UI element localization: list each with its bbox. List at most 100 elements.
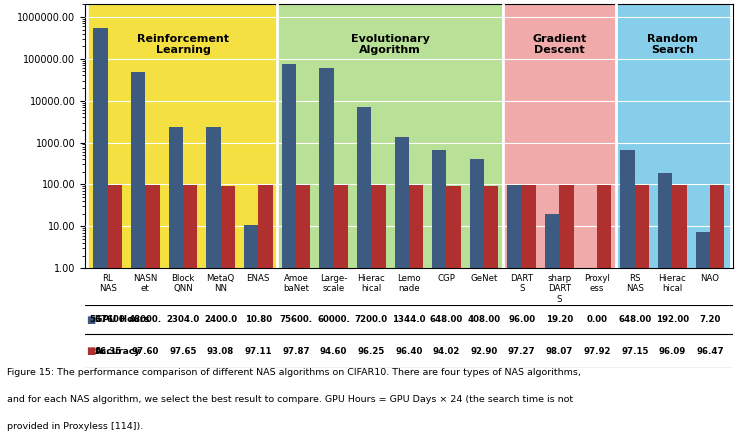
Bar	[673, 185, 687, 436]
Bar	[710, 185, 724, 436]
Bar	[470, 159, 484, 436]
Bar	[432, 150, 446, 436]
Text: provided in Proxyless [114]).: provided in Proxyless [114]).	[7, 422, 144, 432]
Bar	[89, 4, 277, 268]
Text: Reinforcement
Learning: Reinforcement Learning	[137, 34, 229, 55]
Text: Gradient
Descent: Gradient Descent	[532, 34, 587, 55]
Bar	[244, 225, 258, 436]
Bar	[597, 185, 611, 436]
Text: Proxyl
ess: Proxyl ess	[584, 274, 610, 293]
Text: 96.47: 96.47	[696, 347, 724, 356]
Bar	[446, 186, 461, 436]
Text: 96.09: 96.09	[659, 347, 686, 356]
Text: 1344.0: 1344.0	[392, 315, 426, 324]
Text: DART
S: DART S	[511, 274, 534, 293]
Text: 94.02: 94.02	[433, 347, 460, 356]
Text: 2304.0: 2304.0	[166, 315, 200, 324]
Text: 97.92: 97.92	[583, 347, 610, 356]
Text: RL
NAS: RL NAS	[98, 274, 117, 293]
Text: RS
NAS: RS NAS	[626, 274, 644, 293]
Text: Lemo
nade: Lemo nade	[397, 274, 420, 293]
Text: NASN
et: NASN et	[133, 274, 158, 293]
Bar	[221, 186, 235, 436]
Text: 97.27: 97.27	[508, 347, 536, 356]
Bar	[319, 68, 334, 436]
Text: Amoe
baNet: Amoe baNet	[283, 274, 309, 293]
Text: 97.87: 97.87	[282, 347, 310, 356]
Text: 92.90: 92.90	[471, 347, 498, 356]
Bar	[559, 185, 574, 436]
Text: 7200.0: 7200.0	[354, 315, 388, 324]
Text: Figure 15: The performance comparison of different NAS algorithms on CIFAR10. Th: Figure 15: The performance comparison of…	[7, 368, 582, 378]
Text: NAO: NAO	[701, 274, 719, 283]
Text: 96.40: 96.40	[395, 347, 423, 356]
Text: 98.07: 98.07	[545, 347, 573, 356]
Text: GeNet: GeNet	[471, 274, 498, 283]
Text: ■: ■	[86, 315, 95, 325]
Text: Block
QNN: Block QNN	[171, 274, 195, 293]
Bar	[296, 185, 310, 436]
Bar	[616, 4, 729, 268]
Bar	[277, 4, 503, 268]
Text: Hierac
hical: Hierac hical	[659, 274, 686, 293]
Text: 93.08: 93.08	[207, 347, 235, 356]
Text: 75600.: 75600.	[280, 315, 312, 324]
Text: Evolutionary
Algorithm: Evolutionary Algorithm	[351, 34, 429, 55]
Bar	[658, 173, 673, 436]
Text: 94.60: 94.60	[320, 347, 347, 356]
Bar	[620, 150, 635, 436]
Text: GPU Hours: GPU Hours	[95, 315, 150, 324]
Bar	[503, 4, 616, 268]
Text: 537600: 537600	[90, 315, 126, 324]
Bar	[357, 107, 371, 436]
Text: 97.15: 97.15	[621, 347, 648, 356]
Bar	[145, 185, 160, 436]
Bar	[394, 137, 408, 436]
Text: sharp
DART
S: sharp DART S	[548, 274, 571, 304]
Text: 97.11: 97.11	[244, 347, 272, 356]
Text: ■: ■	[86, 346, 95, 356]
Text: 2400.0: 2400.0	[204, 315, 238, 324]
Bar	[169, 127, 183, 436]
Text: 60000.: 60000.	[317, 315, 350, 324]
Text: 96.25: 96.25	[357, 347, 385, 356]
Text: 10.80: 10.80	[245, 315, 272, 324]
Bar	[635, 185, 649, 436]
Bar	[545, 215, 559, 436]
Text: 96.00: 96.00	[508, 315, 535, 324]
Text: 48000.: 48000.	[129, 315, 162, 324]
Bar	[696, 232, 710, 436]
Text: and for each NAS algorithm, we select the best result to compare. GPU Hours = GP: and for each NAS algorithm, we select th…	[7, 395, 574, 405]
Bar	[408, 185, 423, 436]
Text: 97.65: 97.65	[169, 347, 197, 356]
Text: 0.00: 0.00	[587, 315, 608, 324]
Bar	[93, 28, 108, 436]
Text: Large-
scale: Large- scale	[320, 274, 347, 293]
Text: 648.00: 648.00	[430, 315, 463, 324]
Bar	[583, 394, 597, 436]
Bar	[258, 185, 272, 436]
Text: CGP: CGP	[437, 274, 455, 283]
Text: 648.00: 648.00	[618, 315, 651, 324]
Text: 97.60: 97.60	[132, 347, 159, 356]
Text: 19.20: 19.20	[546, 315, 573, 324]
Bar	[371, 185, 386, 436]
Text: Random
Search: Random Search	[647, 34, 698, 55]
Bar	[183, 185, 198, 436]
Text: Accuracy: Accuracy	[95, 347, 141, 356]
Bar	[206, 126, 221, 436]
Bar	[334, 185, 348, 436]
Bar	[522, 185, 536, 436]
Bar	[108, 185, 122, 436]
Text: 192.00: 192.00	[656, 315, 689, 324]
Text: 7.20: 7.20	[699, 315, 721, 324]
Text: ENAS: ENAS	[246, 274, 270, 283]
Text: 408.00: 408.00	[468, 315, 501, 324]
Bar	[131, 72, 145, 436]
Text: MetaQ
NN: MetaQ NN	[206, 274, 235, 293]
Text: Hierac
hical: Hierac hical	[357, 274, 385, 293]
Bar	[282, 64, 296, 436]
Text: 96.35: 96.35	[94, 347, 121, 356]
Bar	[484, 186, 499, 436]
Bar	[508, 185, 522, 436]
